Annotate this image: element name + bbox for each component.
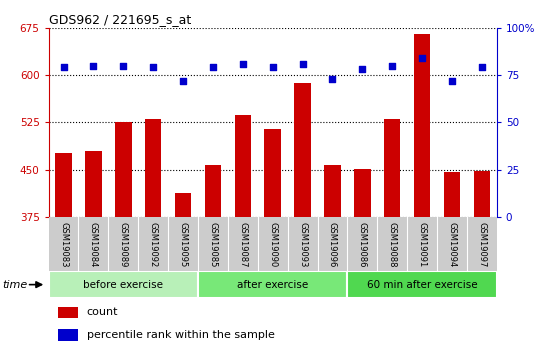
Text: 60 min after exercise: 60 min after exercise [367,280,477,289]
Point [149,65,158,70]
Text: GSM19089: GSM19089 [119,221,128,267]
Point [208,65,217,70]
Bar [414,34,430,217]
Bar [198,271,347,298]
Bar [347,271,497,298]
Point [119,63,127,68]
Point [179,78,187,83]
Point [328,76,337,81]
Text: GSM19087: GSM19087 [238,221,247,267]
Point [298,61,307,66]
Point [388,63,396,68]
Text: GDS962 / 221695_s_at: GDS962 / 221695_s_at [49,13,191,27]
Bar [354,169,370,217]
Text: before exercise: before exercise [83,280,163,289]
Text: GSM19091: GSM19091 [417,221,427,267]
Bar [55,153,72,217]
Bar [58,329,78,341]
Text: GSM19092: GSM19092 [148,221,158,267]
Text: GSM19097: GSM19097 [477,221,487,267]
Bar [175,193,191,217]
Bar [85,151,102,217]
Text: GSM19086: GSM19086 [358,221,367,267]
Text: GSM19085: GSM19085 [208,221,218,267]
Bar [234,115,251,217]
Point [448,78,456,83]
Point [268,65,277,70]
Text: after exercise: after exercise [237,280,308,289]
Text: GSM19095: GSM19095 [179,221,187,267]
Point [418,55,427,61]
Text: percentile rank within the sample: percentile rank within the sample [87,330,274,340]
Bar [265,129,281,217]
Bar [294,82,311,217]
Bar [474,170,490,217]
Text: GSM19090: GSM19090 [268,221,277,267]
Text: GSM19093: GSM19093 [298,221,307,267]
Text: GSM19083: GSM19083 [59,221,68,267]
Text: GSM19096: GSM19096 [328,221,337,267]
Point [89,63,98,68]
Bar [58,307,78,318]
Bar [384,119,401,217]
Text: GSM19088: GSM19088 [388,221,397,267]
Text: GSM19094: GSM19094 [448,221,456,267]
Bar [145,119,161,217]
Text: time: time [3,280,28,290]
Point [477,65,486,70]
Bar [444,172,460,217]
Point [358,67,367,72]
Point [239,61,247,66]
Text: GSM19084: GSM19084 [89,221,98,267]
Bar [324,166,341,217]
Bar [115,122,132,217]
Point [59,65,68,70]
Text: count: count [87,307,118,317]
Bar [205,166,221,217]
Bar [49,271,198,298]
